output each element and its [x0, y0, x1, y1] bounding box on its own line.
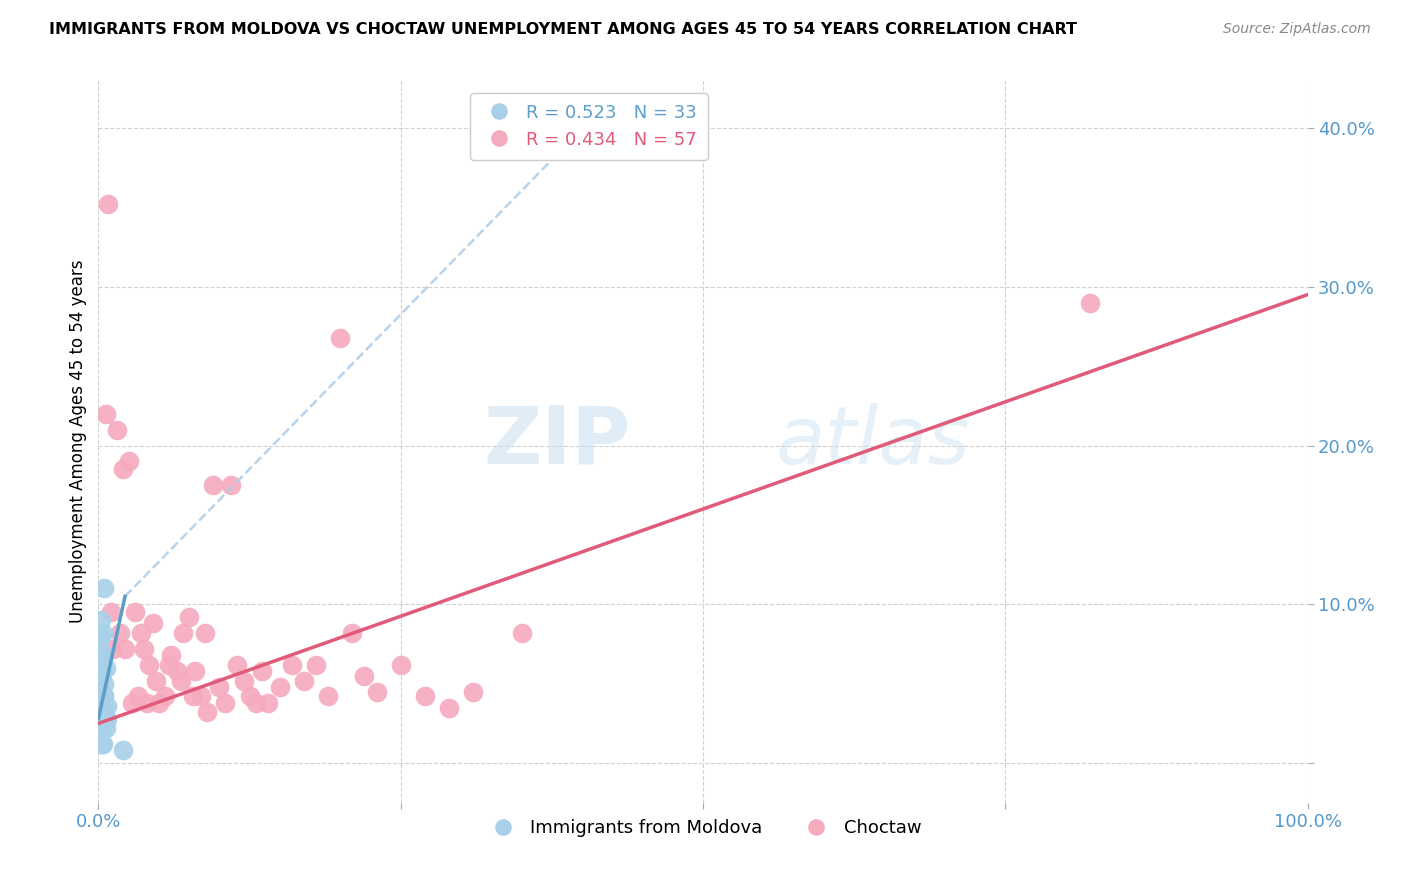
Point — [138, 657, 160, 672]
Point — [153, 690, 176, 704]
Point — [90, 737, 112, 751]
Point — [90, 692, 112, 706]
Text: IMMIGRANTS FROM MOLDOVA VS CHOCTAW UNEMPLOYMENT AMONG AGES 45 TO 54 YEARS CORREL: IMMIGRANTS FROM MOLDOVA VS CHOCTAW UNEMP… — [49, 22, 1077, 37]
Point — [129, 626, 152, 640]
Point — [90, 706, 112, 720]
Point — [232, 673, 254, 688]
Point — [91, 690, 114, 704]
Point — [124, 605, 146, 619]
Point — [281, 657, 304, 672]
Point — [91, 737, 114, 751]
Point — [94, 407, 117, 421]
Point — [305, 657, 328, 672]
Point — [166, 664, 188, 678]
Point — [96, 712, 118, 726]
Point — [142, 616, 165, 631]
Point — [169, 673, 191, 688]
Point — [93, 676, 115, 690]
Point — [91, 698, 114, 713]
Point — [91, 706, 114, 720]
Point — [366, 684, 388, 698]
Point — [91, 626, 114, 640]
Point — [160, 648, 183, 662]
Point — [510, 626, 533, 640]
Point — [214, 696, 236, 710]
Point — [108, 626, 131, 640]
Point — [269, 680, 291, 694]
Y-axis label: Unemployment Among Ages 45 to 54 years: Unemployment Among Ages 45 to 54 years — [69, 260, 87, 624]
Point — [202, 478, 225, 492]
Point — [181, 690, 204, 704]
Point — [91, 714, 114, 729]
Point — [90, 669, 112, 683]
Point — [91, 721, 114, 735]
Text: Source: ZipAtlas.com: Source: ZipAtlas.com — [1223, 22, 1371, 37]
Point — [93, 690, 115, 704]
Point — [91, 692, 114, 706]
Point — [135, 696, 157, 710]
Point — [342, 626, 364, 640]
Point — [96, 698, 118, 713]
Point — [94, 661, 117, 675]
Point — [389, 657, 412, 672]
Point — [245, 696, 267, 710]
Text: atlas: atlas — [776, 402, 970, 481]
Point — [1078, 295, 1101, 310]
Point — [100, 605, 122, 619]
Point — [91, 714, 114, 729]
Point — [91, 665, 114, 680]
Point — [111, 743, 134, 757]
Point — [121, 696, 143, 710]
Point — [94, 721, 117, 735]
Point — [226, 657, 249, 672]
Point — [127, 690, 149, 704]
Point — [190, 690, 212, 704]
Point — [91, 700, 114, 714]
Point — [221, 478, 243, 492]
Point — [90, 629, 112, 643]
Point — [250, 664, 273, 678]
Point — [463, 684, 485, 698]
Point — [118, 454, 141, 468]
Point — [184, 664, 207, 678]
Point — [91, 721, 114, 735]
Point — [353, 669, 375, 683]
Text: ZIP: ZIP — [484, 402, 630, 481]
Point — [194, 626, 217, 640]
Point — [93, 582, 115, 596]
Point — [292, 673, 315, 688]
Point — [208, 680, 231, 694]
Point — [90, 706, 112, 720]
Point — [239, 690, 262, 704]
Point — [145, 673, 167, 688]
Point — [256, 696, 278, 710]
Point — [91, 708, 114, 723]
Point — [329, 330, 352, 344]
Point — [316, 690, 339, 704]
Point — [101, 641, 124, 656]
Point — [105, 423, 128, 437]
Point — [114, 641, 136, 656]
Point — [90, 645, 112, 659]
Point — [134, 641, 156, 656]
Point — [91, 737, 114, 751]
Point — [93, 690, 115, 704]
Point — [91, 721, 114, 735]
Point — [148, 696, 170, 710]
Point — [179, 610, 201, 624]
Point — [195, 706, 218, 720]
Point — [91, 648, 114, 662]
Legend: Immigrants from Moldova, Choctaw: Immigrants from Moldova, Choctaw — [478, 812, 928, 845]
Point — [413, 690, 436, 704]
Point — [437, 700, 460, 714]
Point — [172, 626, 194, 640]
Point — [111, 462, 134, 476]
Point — [97, 197, 120, 211]
Point — [90, 613, 112, 627]
Point — [157, 657, 180, 672]
Point — [90, 696, 112, 710]
